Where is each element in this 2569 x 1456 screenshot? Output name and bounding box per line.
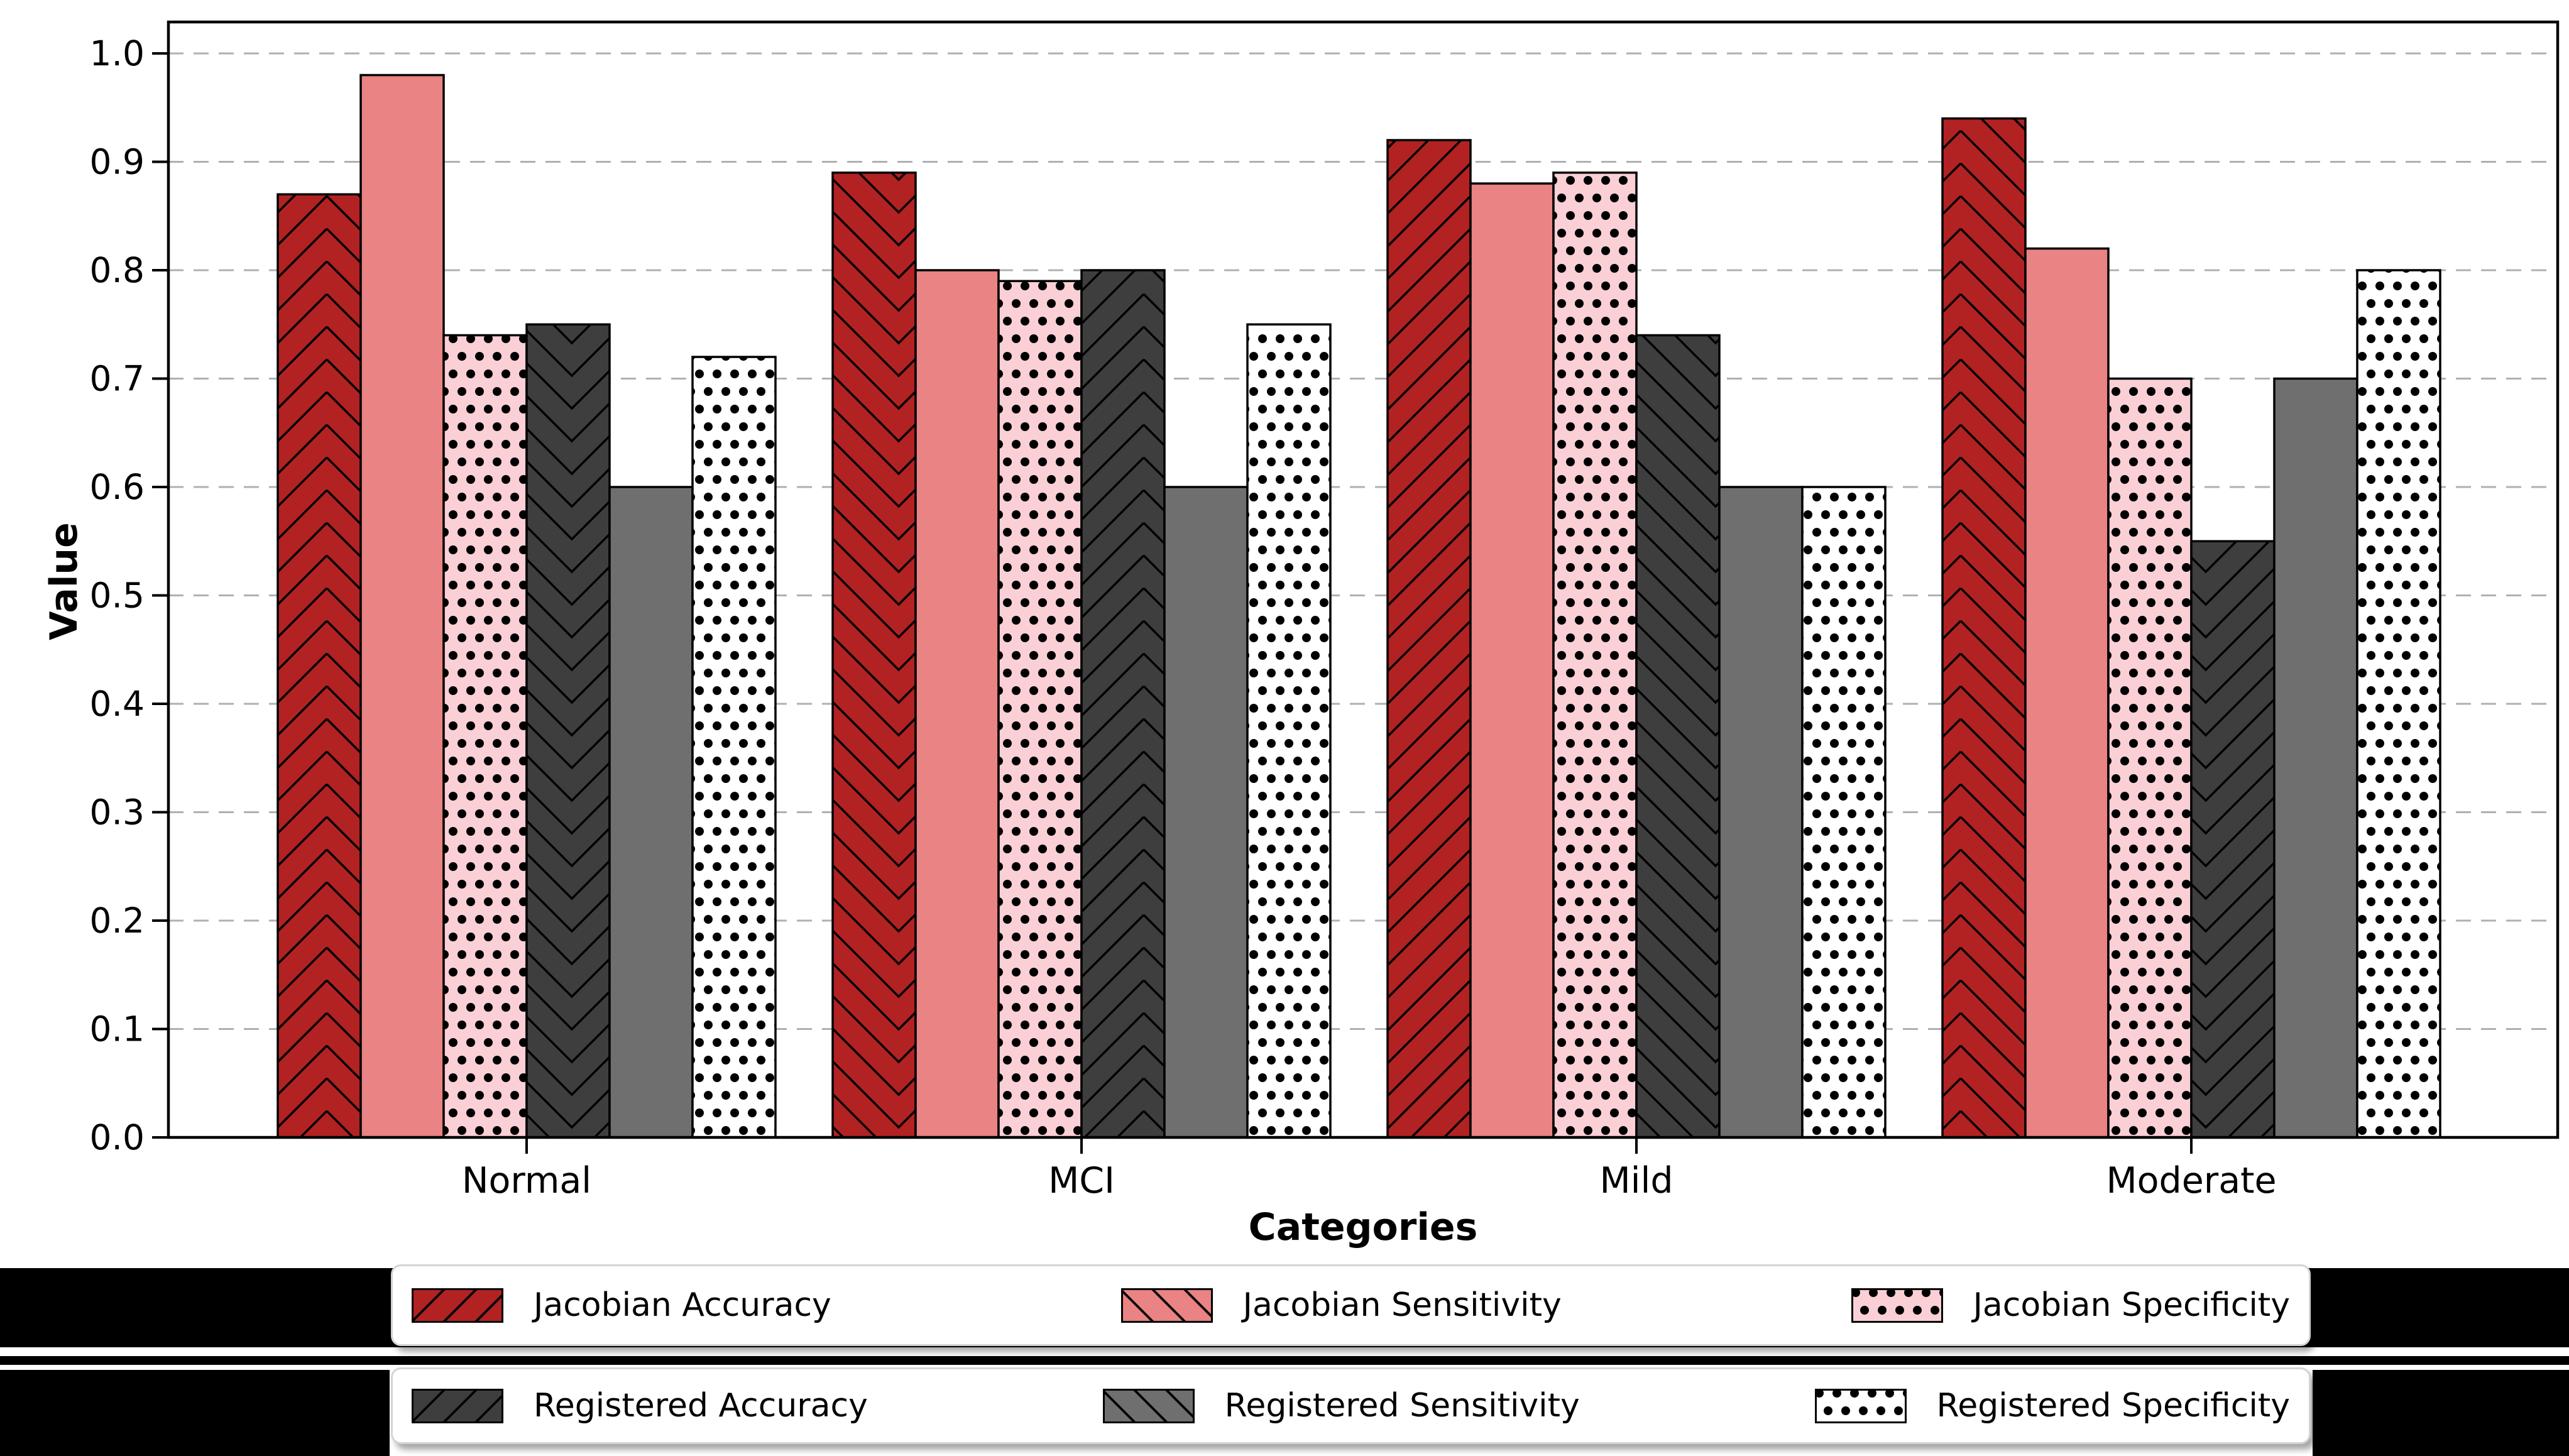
- legend-label: Jacobian Sensitivity: [1242, 1286, 1562, 1324]
- legend-entry: Jacobian Specificity: [1851, 1286, 2290, 1324]
- legend-row-jacobian: Jacobian Accuracy Jacobian Sensitivity Jac…: [391, 1264, 2311, 1346]
- x-tick-label: Mild: [1599, 1160, 1673, 1201]
- bar: [1469, 182, 1555, 1139]
- legend-entry: Jacobian Sensitivity: [1120, 1286, 1562, 1324]
- legend-entry: Registered Specificity: [1814, 1387, 2290, 1425]
- x-axis-label: Categories: [1248, 1205, 1478, 1249]
- bar: [359, 74, 445, 1139]
- y-tick-label: 0.6: [90, 467, 145, 507]
- legend-swatch-icon: [1102, 1388, 1195, 1423]
- bar-hatch-overlay: [999, 281, 1082, 1137]
- bar-hatch-overlay: [833, 172, 916, 1137]
- legend-swatch-icon: [1120, 1288, 1213, 1323]
- bar-hatch-overlay: [2191, 541, 2274, 1137]
- legend-swatch-icon: [412, 1388, 503, 1423]
- x-tick-label: Normal: [462, 1160, 591, 1201]
- bar-hatch-overlay: [693, 357, 775, 1137]
- y-tick-label: 0.4: [90, 684, 145, 724]
- bar: [1163, 486, 1249, 1139]
- bar: [2024, 247, 2110, 1139]
- bar-hatch-overlay: [444, 335, 527, 1137]
- bar-hatch-overlay: [1247, 324, 1330, 1137]
- legend-label: Registered Sensitivity: [1224, 1387, 1580, 1425]
- y-axis-ticks: 0.0 0.1 0.2 0.3 0.4 0.5 0.6 0.7 0.8 0.9 1.0: [90, 33, 168, 1158]
- bar-hatch-overlay: [2357, 270, 2440, 1137]
- x-axis-ticks: Normal MCI Mild Moderate: [462, 1137, 2277, 1201]
- bar: [914, 269, 1000, 1139]
- chart-svg: 0.0 0.1 0.2 0.3 0.4 0.5 0.6 0.7 0.8 0.9 1.0 Normal M…: [90, 20, 2560, 1201]
- bar: [1718, 486, 1804, 1139]
- bar-hatch-overlay: [1802, 487, 1885, 1137]
- y-tick-label: 0.3: [90, 792, 145, 833]
- legend-swatch-icon: [1814, 1388, 1907, 1423]
- bar-hatch-overlay: [527, 324, 610, 1137]
- legend-label: Jacobian Accuracy: [534, 1286, 831, 1324]
- bar-hatch-overlay: [1636, 335, 1719, 1137]
- y-tick-label: 0.2: [90, 900, 145, 941]
- bar-hatch-overlay: [1082, 270, 1164, 1137]
- bars: [277, 74, 2441, 1139]
- y-axis-label: Value: [41, 522, 86, 640]
- legend-entry: Registered Accuracy: [412, 1387, 868, 1425]
- y-tick-label: 0.0: [90, 1117, 145, 1158]
- bottom-left-black-band: [0, 1370, 390, 1456]
- legend-divider-band: [0, 1356, 2569, 1365]
- legend-label: Registered Specificity: [1936, 1387, 2290, 1425]
- y-tick-label: 0.7: [90, 359, 145, 399]
- x-tick-label: MCI: [1048, 1160, 1115, 1201]
- bottom-right-black-band: [2313, 1370, 2569, 1456]
- bar: [608, 486, 694, 1139]
- bar: [2273, 377, 2358, 1139]
- legend-row-registered: Registered Accuracy Registered Sensitivit…: [391, 1367, 2311, 1444]
- bar-hatch-overlay: [278, 194, 361, 1137]
- y-tick-label: 0.9: [90, 142, 145, 182]
- bar-hatch-overlay: [1942, 118, 2025, 1137]
- legend-label: Registered Accuracy: [534, 1387, 868, 1425]
- x-tick-label: Moderate: [2106, 1160, 2276, 1201]
- y-tick-label: 0.8: [90, 250, 145, 290]
- legend-entry: Registered Sensitivity: [1102, 1387, 1580, 1425]
- y-tick-label: 0.5: [90, 576, 145, 616]
- axes-spines: [167, 20, 2560, 1139]
- y-tick-label: 1.0: [90, 33, 145, 74]
- legend-swatch-icon: [412, 1288, 503, 1323]
- legend-swatch-icon: [1851, 1288, 1943, 1323]
- bar-hatch-overlay: [2108, 378, 2191, 1137]
- bar-hatch-overlay: [1553, 172, 1636, 1137]
- legend-label: Jacobian Specificity: [1973, 1286, 2290, 1324]
- bar-hatch-overlay: [1388, 140, 1471, 1137]
- legend-entry: Jacobian Accuracy: [412, 1286, 831, 1324]
- y-tick-label: 0.1: [90, 1009, 145, 1049]
